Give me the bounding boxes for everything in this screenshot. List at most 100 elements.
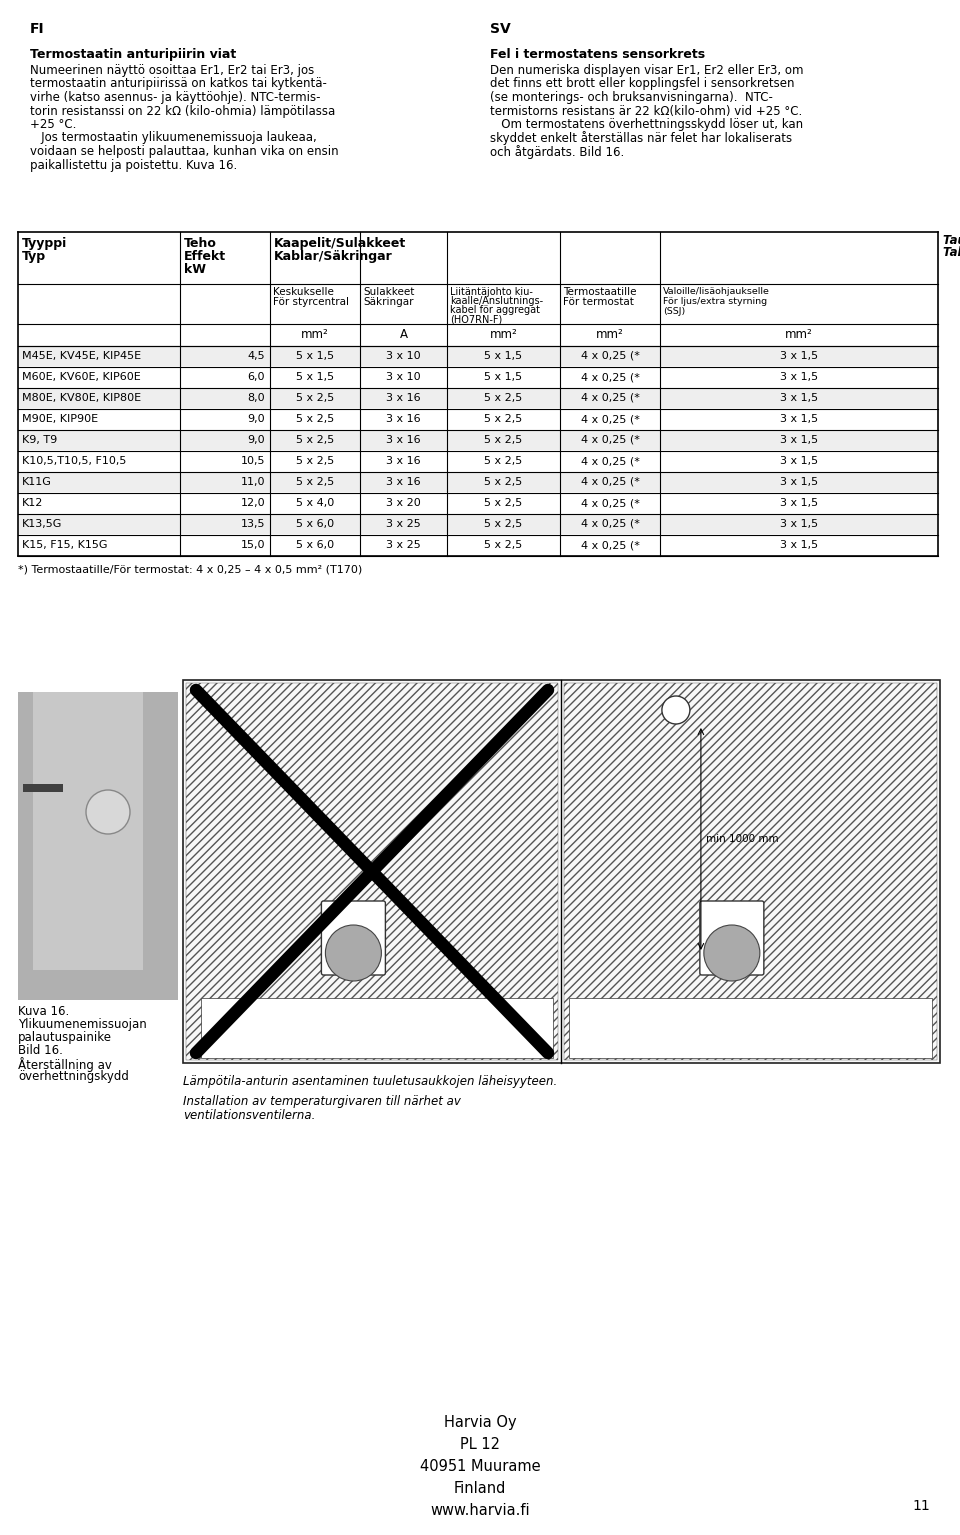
Text: Installation av temperaturgivaren till närhet av: Installation av temperaturgivaren till n…	[183, 1094, 461, 1108]
Text: För ljus/extra styrning: För ljus/extra styrning	[663, 296, 767, 305]
Text: K11G: K11G	[22, 477, 52, 487]
Text: *) Termostaatille/För termostat: 4 x 0,25 – 4 x 0,5 mm² (T170): *) Termostaatille/För termostat: 4 x 0,2…	[18, 563, 362, 574]
Text: 5 x 2,5: 5 x 2,5	[485, 393, 522, 404]
Text: 3 x 1,5: 3 x 1,5	[780, 393, 818, 404]
Text: M45E, KV45E, KIP45E: M45E, KV45E, KIP45E	[22, 352, 141, 361]
Text: 5 x 1,5: 5 x 1,5	[296, 352, 334, 361]
Text: 15,0: 15,0	[241, 540, 265, 550]
Text: mm²: mm²	[596, 328, 624, 341]
Text: 4 x 0,25 (*: 4 x 0,25 (*	[581, 393, 639, 404]
Text: 3 x 16: 3 x 16	[386, 434, 420, 445]
Bar	[18, 692, 178, 999]
Text: 11: 11	[912, 1500, 930, 1514]
Text: 5 x 1,5: 5 x 1,5	[296, 371, 334, 382]
Bar	[19, 493, 937, 513]
Text: 9,0: 9,0	[248, 414, 265, 424]
Text: K12: K12	[22, 497, 43, 508]
Text: mm²: mm²	[301, 328, 329, 341]
Text: K13,5G: K13,5G	[22, 519, 62, 530]
Text: Bild 16.: Bild 16.	[18, 1044, 62, 1058]
Text: 4,5: 4,5	[248, 352, 265, 361]
Text: K10,5,T10,5, F10,5: K10,5,T10,5, F10,5	[22, 456, 127, 467]
Text: 5 x 2,5: 5 x 2,5	[485, 519, 522, 530]
Text: 5 x 2,5: 5 x 2,5	[485, 434, 522, 445]
Text: 5 x 1,5: 5 x 1,5	[485, 371, 522, 382]
Bar	[19, 536, 937, 556]
Text: paikallistettu ja poistettu. Kuva 16.: paikallistettu ja poistettu. Kuva 16.	[30, 158, 237, 172]
Text: För termostat: För termostat	[563, 296, 634, 307]
Text: kaalle/Anslutnings-: kaalle/Anslutnings-	[450, 296, 543, 305]
Text: mm²: mm²	[785, 328, 813, 341]
Text: 5 x 6,0: 5 x 6,0	[296, 540, 334, 550]
Text: 5 x 2,5: 5 x 2,5	[296, 456, 334, 467]
Text: överhettningskydd: överhettningskydd	[18, 1070, 129, 1084]
Text: 3 x 16: 3 x 16	[386, 456, 420, 467]
Bar	[23, 784, 63, 792]
Bar	[19, 408, 937, 428]
Text: mm²: mm²	[490, 328, 517, 341]
Text: termistorns resistans är 22 kΩ(kilo-ohm) vid +25 °C.: termistorns resistans är 22 kΩ(kilo-ohm)…	[490, 104, 803, 118]
Text: 3 x 1,5: 3 x 1,5	[780, 519, 818, 530]
Text: Effekt: Effekt	[184, 250, 227, 262]
Text: 3 x 25: 3 x 25	[386, 519, 420, 530]
Text: Jos termostaatin ylikuumenemissuoja laukeaa,: Jos termostaatin ylikuumenemissuoja lauk…	[30, 132, 317, 144]
Text: termostaatin anturipiirissä on katkos tai kytkentä-: termostaatin anturipiirissä on katkos ta…	[30, 77, 326, 91]
Text: 5 x 6,0: 5 x 6,0	[296, 519, 334, 530]
Text: 3 x 1,5: 3 x 1,5	[780, 497, 818, 508]
Text: 4 x 0,25 (*: 4 x 0,25 (*	[581, 477, 639, 487]
Circle shape	[86, 791, 130, 834]
Bar	[564, 683, 937, 1061]
Text: 4 x 0,25 (*: 4 x 0,25 (*	[581, 434, 639, 445]
Text: 4 x 0,25 (*: 4 x 0,25 (*	[581, 414, 639, 424]
Text: och åtgärdats. Bild 16.: och åtgärdats. Bild 16.	[490, 144, 624, 160]
Text: Liitäntäjohto kiu-: Liitäntäjohto kiu-	[450, 287, 533, 296]
Text: 5 x 2,5: 5 x 2,5	[485, 414, 522, 424]
Text: Taulukko 3.: Taulukko 3.	[943, 233, 960, 247]
Text: 3 x 16: 3 x 16	[386, 414, 420, 424]
Text: 4 x 0,25 (*: 4 x 0,25 (*	[581, 371, 639, 382]
Text: 3 x 20: 3 x 20	[386, 497, 420, 508]
Text: torin resistanssi on 22 kΩ (kilo-ohmia) lämpötilassa: torin resistanssi on 22 kΩ (kilo-ohmia) …	[30, 104, 335, 118]
Text: 3 x 10: 3 x 10	[386, 371, 420, 382]
Text: 3 x 1,5: 3 x 1,5	[780, 352, 818, 361]
Text: Fel i termostatens sensorkrets: Fel i termostatens sensorkrets	[490, 48, 706, 61]
Bar	[186, 683, 558, 1061]
Text: (SSJ): (SSJ)	[663, 307, 685, 316]
Text: 11,0: 11,0	[241, 477, 265, 487]
Text: Finland: Finland	[454, 1481, 506, 1497]
Text: Lämpötila-anturin asentaminen tuuletusaukkojen läheisyyteen.: Lämpötila-anturin asentaminen tuuletusau…	[183, 1074, 557, 1088]
Text: Kablar/Säkringar: Kablar/Säkringar	[274, 250, 393, 262]
Text: 5 x 2,5: 5 x 2,5	[485, 477, 522, 487]
Text: 3 x 1,5: 3 x 1,5	[780, 371, 818, 382]
FancyBboxPatch shape	[700, 901, 764, 975]
Text: Säkringar: Säkringar	[363, 296, 414, 307]
Text: det finns ett brott eller kopplingsfel i sensorkretsen: det finns ett brott eller kopplingsfel i…	[490, 77, 795, 91]
Text: 3 x 25: 3 x 25	[386, 540, 420, 550]
Text: 13,5: 13,5	[241, 519, 265, 530]
Bar	[19, 471, 937, 493]
Bar	[19, 430, 937, 450]
Text: 6,0: 6,0	[248, 371, 265, 382]
Text: 3 x 1,5: 3 x 1,5	[780, 477, 818, 487]
Bar	[19, 451, 937, 471]
Text: 10,5: 10,5	[241, 456, 265, 467]
Text: 5 x 2,5: 5 x 2,5	[296, 434, 334, 445]
Text: Återställning av: Återställning av	[18, 1058, 112, 1071]
Text: M80E, KV80E, KIP80E: M80E, KV80E, KIP80E	[22, 393, 141, 404]
Text: 3 x 1,5: 3 x 1,5	[780, 434, 818, 445]
Text: 3 x 1,5: 3 x 1,5	[780, 456, 818, 467]
Text: (HO7RN-F): (HO7RN-F)	[450, 315, 502, 324]
Bar	[201, 998, 553, 1058]
Text: M60E, KV60E, KIP60E: M60E, KV60E, KIP60E	[22, 371, 141, 382]
Bar	[19, 514, 937, 534]
Text: 3 x 10: 3 x 10	[386, 352, 420, 361]
Text: 40951 Muurame: 40951 Muurame	[420, 1458, 540, 1474]
Text: 3 x 16: 3 x 16	[386, 477, 420, 487]
Text: voidaan se helposti palauttaa, kunhan vika on ensin: voidaan se helposti palauttaa, kunhan vi…	[30, 144, 339, 158]
Text: 5 x 2,5: 5 x 2,5	[485, 497, 522, 508]
Bar	[19, 345, 937, 365]
Text: Numeerinen näyttö osoittaa Er1, Er2 tai Er3, jos: Numeerinen näyttö osoittaa Er1, Er2 tai …	[30, 64, 314, 77]
Bar	[569, 998, 932, 1058]
Text: A: A	[399, 328, 407, 341]
Text: Valoille/lisäohjaukselle: Valoille/lisäohjaukselle	[663, 287, 770, 296]
